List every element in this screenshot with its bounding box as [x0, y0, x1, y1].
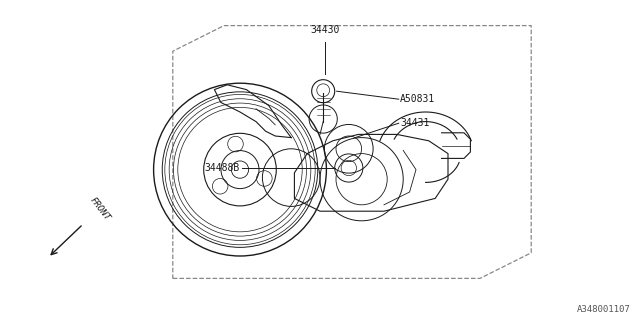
Text: A348001107: A348001107	[577, 305, 630, 314]
Text: 34430: 34430	[310, 25, 340, 35]
Text: A50831: A50831	[400, 94, 435, 104]
Text: 34488B: 34488B	[205, 163, 240, 173]
Text: FRONT: FRONT	[88, 196, 112, 222]
Text: 34431: 34431	[400, 118, 429, 128]
